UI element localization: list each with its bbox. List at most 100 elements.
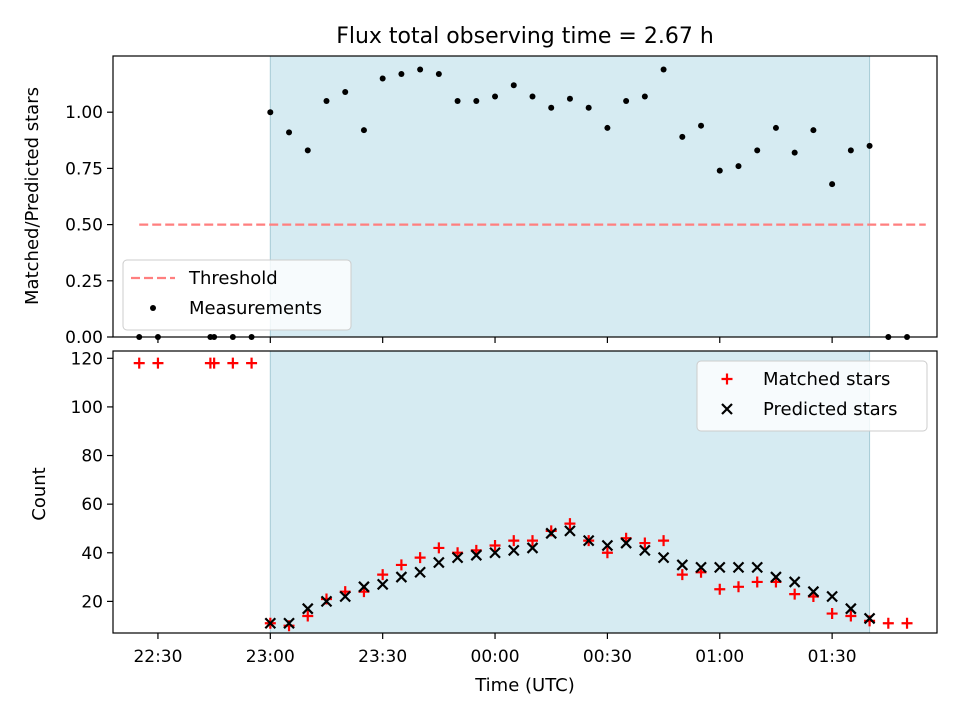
measurements-point bbox=[829, 181, 836, 188]
measurements-point bbox=[698, 122, 705, 129]
legend-predicted-swatch bbox=[721, 403, 733, 415]
measurements-point bbox=[810, 127, 817, 134]
measurements-point bbox=[286, 129, 293, 136]
measurements-point bbox=[585, 104, 592, 111]
matched-stars-marker bbox=[901, 617, 913, 629]
measurements-point bbox=[772, 124, 779, 131]
matched-stars-marker bbox=[751, 576, 763, 588]
matched-stars-marker bbox=[564, 518, 576, 530]
matched-stars-marker bbox=[714, 583, 726, 595]
measurements-point bbox=[716, 167, 723, 174]
chart-title: Flux total observing time = 2.67 h bbox=[336, 24, 714, 49]
measurements-point bbox=[473, 97, 480, 104]
x-tick-label: 23:30 bbox=[358, 647, 407, 667]
measurements-point bbox=[454, 97, 461, 104]
matched-stars-marker bbox=[601, 547, 613, 559]
predicted-stars-marker bbox=[507, 544, 520, 557]
measurements-point bbox=[417, 66, 424, 73]
matched-stars-marker bbox=[433, 542, 445, 554]
top-y-axis-label: Matched/Predicted stars bbox=[22, 87, 43, 305]
top-panel: 0.00 0.25 0.50 0.75 1.00 Threshold Measurement… bbox=[65, 55, 938, 348]
measurements-point bbox=[604, 124, 611, 131]
x-tick-label: 00:30 bbox=[583, 647, 632, 667]
predicted-stars-marker bbox=[395, 571, 408, 583]
measurements-point bbox=[492, 93, 499, 100]
predicted-stars-marker bbox=[770, 571, 782, 583]
measurements-point bbox=[548, 104, 555, 111]
x-tick-label: 01:00 bbox=[695, 647, 744, 667]
measurements-point bbox=[735, 163, 742, 170]
matched-stars-marker bbox=[826, 608, 838, 620]
legend-label: Measurements bbox=[189, 298, 322, 319]
matched-stars-marker bbox=[302, 610, 314, 622]
measurements-point bbox=[342, 88, 349, 95]
bottom-panel: 20 40 60 80 100 120 22:30 23:00 23:30 00:00 00:30 0… bbox=[71, 349, 938, 667]
bottom-y-axis-label: Count bbox=[29, 467, 50, 520]
predicted-stars-marker bbox=[301, 602, 314, 615]
matched-stars-marker bbox=[658, 535, 670, 547]
x-axis-label: Time (UTC) bbox=[474, 675, 575, 696]
x-tick-label: 01:30 bbox=[808, 647, 857, 667]
legend-measurements-swatch bbox=[150, 305, 156, 311]
matched-stars-marker bbox=[526, 535, 538, 547]
y-tick-label: 0.75 bbox=[65, 159, 103, 179]
y-tick-label: 1.00 bbox=[65, 103, 103, 123]
predicted-stars-marker bbox=[376, 578, 389, 591]
legend-box bbox=[122, 259, 352, 331]
matched-stars-marker bbox=[414, 552, 426, 564]
predicted-stars-marker bbox=[845, 602, 857, 615]
measurements-point bbox=[510, 82, 517, 89]
axes-frame bbox=[112, 350, 938, 634]
predicted-stars-marker bbox=[732, 561, 745, 574]
matched-stars-marker bbox=[152, 357, 164, 369]
predicted-stars-marker bbox=[264, 617, 277, 630]
legend-box bbox=[696, 360, 928, 432]
predicted-stars-marker bbox=[826, 590, 838, 603]
matched-stars-marker bbox=[227, 357, 239, 369]
matched-stars-marker bbox=[732, 581, 744, 593]
predicted-stars-marker bbox=[620, 537, 632, 549]
predicted-stars-marker bbox=[863, 612, 876, 625]
predicted-stars-marker bbox=[713, 561, 726, 574]
y-tick-label: 0.00 bbox=[65, 328, 103, 348]
x-tick-label: 00:00 bbox=[471, 647, 520, 667]
y-tick-label: 40 bbox=[81, 544, 103, 564]
predicted-stars-marker bbox=[320, 595, 333, 608]
y-tick-label: 0.50 bbox=[65, 216, 103, 236]
predicted-stars-marker bbox=[751, 561, 763, 574]
y-tick-label: 60 bbox=[81, 495, 103, 515]
y-tick-label: 120 bbox=[71, 349, 103, 369]
matched-stars-marker bbox=[395, 559, 407, 571]
predicted-stars-marker bbox=[564, 525, 576, 537]
predicted-stars-marker bbox=[526, 542, 539, 554]
matched-stars-marker bbox=[246, 357, 258, 369]
predicted-stars-marker bbox=[582, 534, 595, 547]
matched-stars-marker bbox=[489, 539, 501, 551]
measurements-point bbox=[754, 147, 761, 154]
measurements-point bbox=[791, 149, 798, 156]
predicted-stars-marker bbox=[695, 561, 707, 574]
y-tick-label: 100 bbox=[71, 398, 103, 418]
matched-stars-marker bbox=[133, 357, 145, 369]
predicted-stars-marker bbox=[451, 551, 464, 564]
matched-stars-marker bbox=[639, 537, 651, 549]
matched-stars-marker bbox=[676, 569, 688, 581]
measurements-point bbox=[398, 70, 405, 77]
x-tick-label: 23:00 bbox=[246, 647, 295, 667]
measurements-point bbox=[660, 66, 667, 73]
matched-stars-marker bbox=[882, 617, 894, 629]
predicted-stars-marker bbox=[433, 556, 445, 569]
y-tick-label: 80 bbox=[81, 447, 103, 467]
observing-window-span bbox=[269, 55, 871, 338]
measurements-point bbox=[847, 147, 854, 154]
predicted-stars-marker bbox=[807, 585, 820, 598]
matched-stars-marker bbox=[508, 535, 520, 547]
predicted-stars-marker bbox=[414, 566, 426, 579]
matched-stars-marker bbox=[377, 569, 389, 581]
predicted-stars-marker bbox=[489, 546, 501, 559]
measurements-point bbox=[866, 142, 873, 149]
measurements-point bbox=[379, 75, 386, 82]
measurements-point bbox=[623, 97, 630, 104]
predicted-stars-marker bbox=[545, 527, 557, 540]
y-tick-label: 20 bbox=[81, 592, 103, 612]
